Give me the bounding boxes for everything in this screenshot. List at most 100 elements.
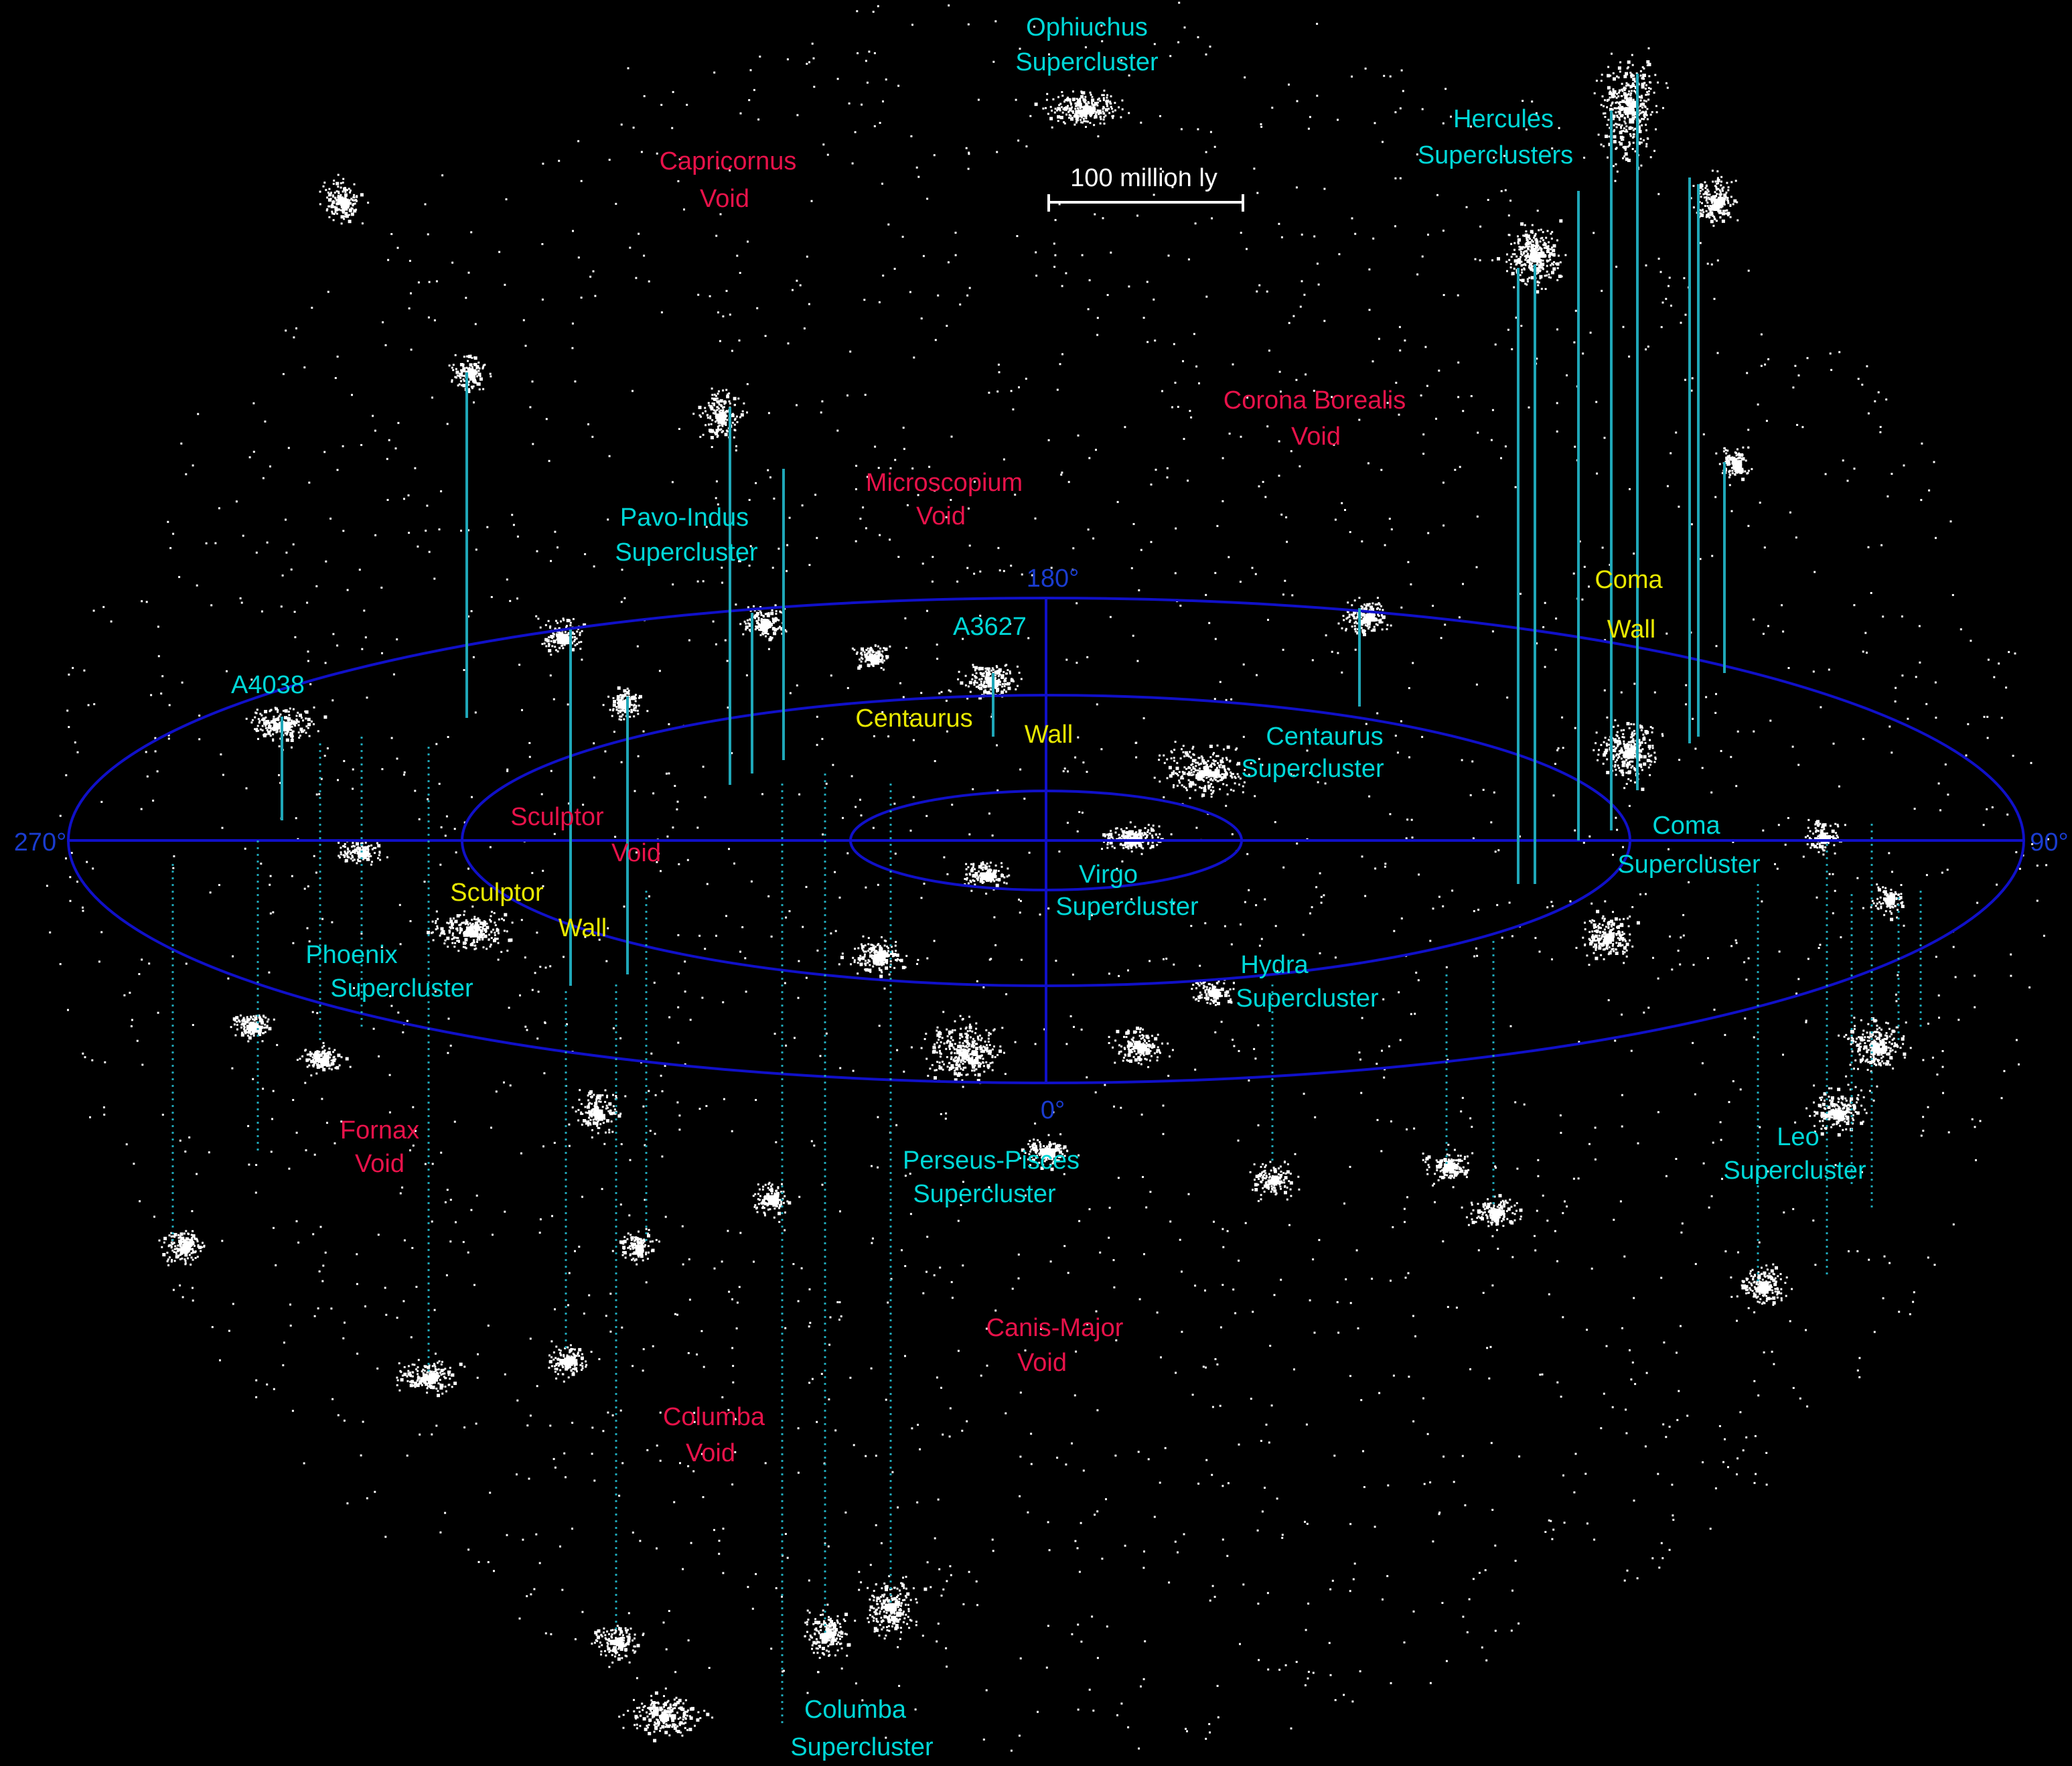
galaxy-dot xyxy=(1551,246,1554,249)
galaxy-dot xyxy=(1645,84,1647,86)
galaxy-dot xyxy=(1643,755,1647,759)
galaxy-dot xyxy=(948,1061,951,1064)
galaxy-dot xyxy=(1605,135,1608,139)
galaxy-dot xyxy=(1608,143,1612,147)
galaxy-dot xyxy=(1345,628,1347,630)
galaxy-dot xyxy=(328,1067,331,1070)
galaxy-dot xyxy=(258,1033,262,1037)
galaxy-dot xyxy=(966,873,968,876)
galaxy-dot xyxy=(267,731,271,735)
galaxy-dot xyxy=(277,709,279,711)
galaxy-dot xyxy=(1230,772,1233,775)
galaxy-dot xyxy=(447,922,450,925)
galaxy-dot xyxy=(1629,780,1632,782)
galaxy-dot xyxy=(278,715,281,718)
galaxy-dot xyxy=(1171,751,1173,753)
galaxy-dot xyxy=(591,1095,593,1098)
galaxy-dot xyxy=(885,655,887,658)
galaxy-dot xyxy=(332,183,335,185)
galaxy-dot xyxy=(1072,90,1074,93)
galaxy-dot xyxy=(952,1039,954,1041)
galaxy-dot xyxy=(1118,1051,1120,1053)
galaxy-dot xyxy=(1620,106,1623,108)
galaxy-dot xyxy=(733,404,736,406)
galaxy-dot xyxy=(978,865,982,869)
galaxy-dot xyxy=(940,1041,942,1043)
galaxy-dot xyxy=(975,1027,978,1030)
galaxy-dot xyxy=(630,709,633,711)
galaxy-dot xyxy=(1541,266,1544,269)
galaxy-dot xyxy=(344,842,346,845)
galaxy-dot xyxy=(477,361,480,364)
galaxy-dot xyxy=(1631,735,1633,738)
galaxy-dot xyxy=(1203,765,1209,771)
galaxy-dot xyxy=(627,689,630,692)
galaxy-dot xyxy=(288,714,291,717)
galaxy-dot xyxy=(1206,763,1208,766)
galaxy-dot xyxy=(1062,108,1065,111)
galaxy-dot xyxy=(633,715,636,718)
galaxy-dot xyxy=(932,1045,936,1049)
galaxy-dot xyxy=(1548,276,1550,279)
galaxy-dot xyxy=(1649,774,1651,776)
galaxy-dot xyxy=(448,932,451,934)
galaxy-dot xyxy=(1647,86,1650,89)
galaxy-dot xyxy=(950,1043,952,1046)
galaxy-dot xyxy=(479,377,483,381)
galaxy-dot xyxy=(336,190,338,193)
galaxy-dot xyxy=(763,631,767,634)
galaxy-dot xyxy=(1651,111,1653,113)
galaxy-dot xyxy=(976,1043,978,1045)
galaxy-dot xyxy=(1528,241,1532,245)
galaxy-dot xyxy=(1135,1053,1138,1055)
galaxy-dot xyxy=(945,1047,948,1050)
galaxy-dot xyxy=(1537,244,1540,247)
galaxy-dot xyxy=(1736,219,1739,222)
galaxy-dot xyxy=(1513,267,1515,270)
galaxy-dot xyxy=(334,192,336,194)
galaxy-dot xyxy=(565,626,567,629)
galaxy-dot xyxy=(1126,835,1129,838)
galaxy-dot xyxy=(1726,209,1728,212)
galaxy-dot xyxy=(1029,115,1032,117)
galaxy-dot xyxy=(1091,98,1095,102)
galaxy-dot xyxy=(1185,753,1189,757)
galaxy-dot xyxy=(625,699,627,702)
galaxy-dot xyxy=(455,368,457,370)
galaxy-dot xyxy=(297,724,300,727)
galaxy-dot xyxy=(548,636,550,639)
galaxy-dot xyxy=(1546,271,1548,273)
galaxy-dot xyxy=(479,922,484,925)
galaxy-dot xyxy=(1606,100,1609,102)
galaxy-dot xyxy=(883,961,885,964)
galaxy-dot xyxy=(747,606,749,609)
galaxy-dot xyxy=(1604,99,1606,102)
galaxy-dot xyxy=(705,410,707,413)
galaxy-dot xyxy=(1617,66,1621,70)
galaxy-dot xyxy=(995,879,998,881)
galaxy-dot xyxy=(883,647,885,650)
galaxy-dot xyxy=(303,729,305,731)
galaxy-dot xyxy=(1153,776,1156,779)
galaxy-dot xyxy=(1114,102,1116,104)
galaxy-dot xyxy=(585,1120,587,1122)
galaxy-dot xyxy=(893,966,896,969)
galaxy-dot xyxy=(1197,775,1203,781)
galaxy-dot xyxy=(1212,759,1215,761)
galaxy-dot xyxy=(622,704,628,710)
galaxy-dot xyxy=(979,1047,983,1051)
galaxy-dot xyxy=(952,1029,954,1031)
galaxy-dot xyxy=(853,961,856,964)
galaxy-dot xyxy=(1122,847,1125,849)
galaxy-dot xyxy=(616,694,620,698)
galaxy-dot xyxy=(713,409,716,412)
galaxy-dot xyxy=(569,621,572,624)
galaxy-dot xyxy=(969,1062,972,1065)
galaxy-dot xyxy=(964,1045,966,1048)
galaxy-dot xyxy=(446,936,450,940)
galaxy-dot xyxy=(977,1064,981,1068)
galaxy-dot xyxy=(946,1035,949,1037)
galaxy-dot xyxy=(244,1032,247,1035)
galaxy-dot xyxy=(1223,775,1227,779)
galaxy-dot xyxy=(990,669,992,672)
